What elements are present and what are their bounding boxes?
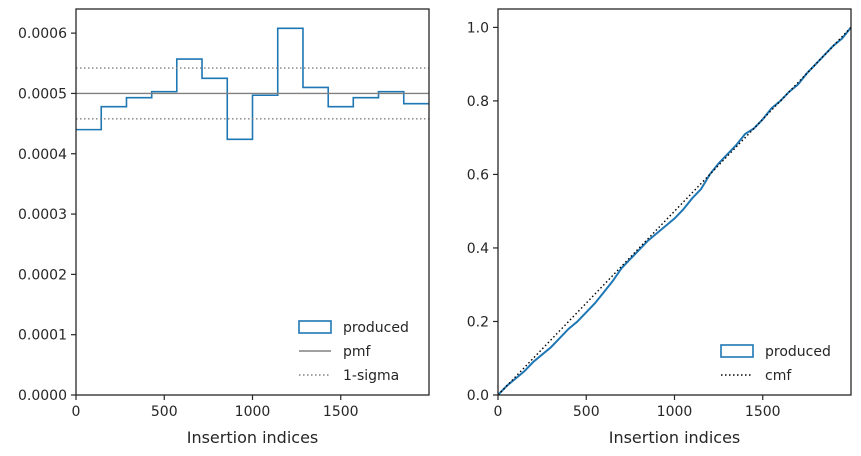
y-tick-label: 1.0 (467, 20, 489, 36)
x-tick-label: 500 (573, 404, 600, 420)
x-tick-label: 1000 (235, 404, 271, 420)
y-tick-label: 0.2 (467, 314, 489, 330)
legend-label-produced: produced (343, 320, 409, 336)
y-tick-label: 0.8 (467, 94, 489, 110)
histogram-step-produced (76, 27, 429, 141)
x-axis-label: Insertion indices (187, 428, 319, 447)
y-tick-label: 0.6 (467, 167, 489, 183)
y-tick-label: 0.0000 (18, 388, 67, 404)
x-axis-label: Insertion indices (609, 428, 741, 447)
histogram-plot: 0 500 1000 1500 0.0000 0.0001 0.0002 0.0003 0.00… (18, 8, 430, 447)
x-tick-label: 500 (151, 404, 178, 420)
x-tick-label: 1500 (323, 404, 359, 420)
legend-label-pmf: pmf (343, 344, 372, 360)
legend-label-1-sigma: 1-sigma (343, 368, 399, 384)
cmf-line (498, 26, 851, 395)
y-tick-label: 0.0003 (18, 207, 67, 223)
legend-swatch-produced (298, 320, 332, 334)
legend-swatch-produced (720, 344, 754, 358)
y-tick-label: 0.0 (467, 388, 489, 404)
x-tick-label: 0 (72, 404, 81, 420)
y-tick-label: 0.0001 (18, 328, 67, 344)
y-tick-label: 0.0005 (18, 86, 67, 102)
plot-area (76, 27, 429, 141)
legend-label-cmf: cmf (765, 368, 792, 384)
axes-frame (75, 8, 430, 396)
x-tick-label: 0 (494, 404, 503, 420)
legend-entry-pmf: pmf (299, 344, 372, 360)
y-tick-label: 0.4 (467, 241, 489, 257)
x-tick-label: 1500 (745, 404, 781, 420)
axes-frame (497, 8, 852, 396)
y-tick-label: 0.0004 (18, 147, 67, 163)
legend-entry-produced: produced (720, 344, 831, 360)
legend-entry-cmf: cmf (721, 368, 792, 384)
cumulative-plot: 0 500 1000 1500 0.0 0.2 0.4 0.6 0.8 1.0 Insertion … (467, 8, 852, 447)
legend-entry-1-sigma: 1-sigma (299, 368, 399, 384)
x-tick-label: 1000 (657, 404, 693, 420)
plot-area (498, 26, 851, 395)
y-tick-label: 0.0002 (18, 267, 67, 283)
y-tick-label: 0.0006 (18, 26, 67, 42)
legend-entry-produced: produced (298, 320, 409, 336)
legend-label-produced: produced (765, 344, 831, 360)
